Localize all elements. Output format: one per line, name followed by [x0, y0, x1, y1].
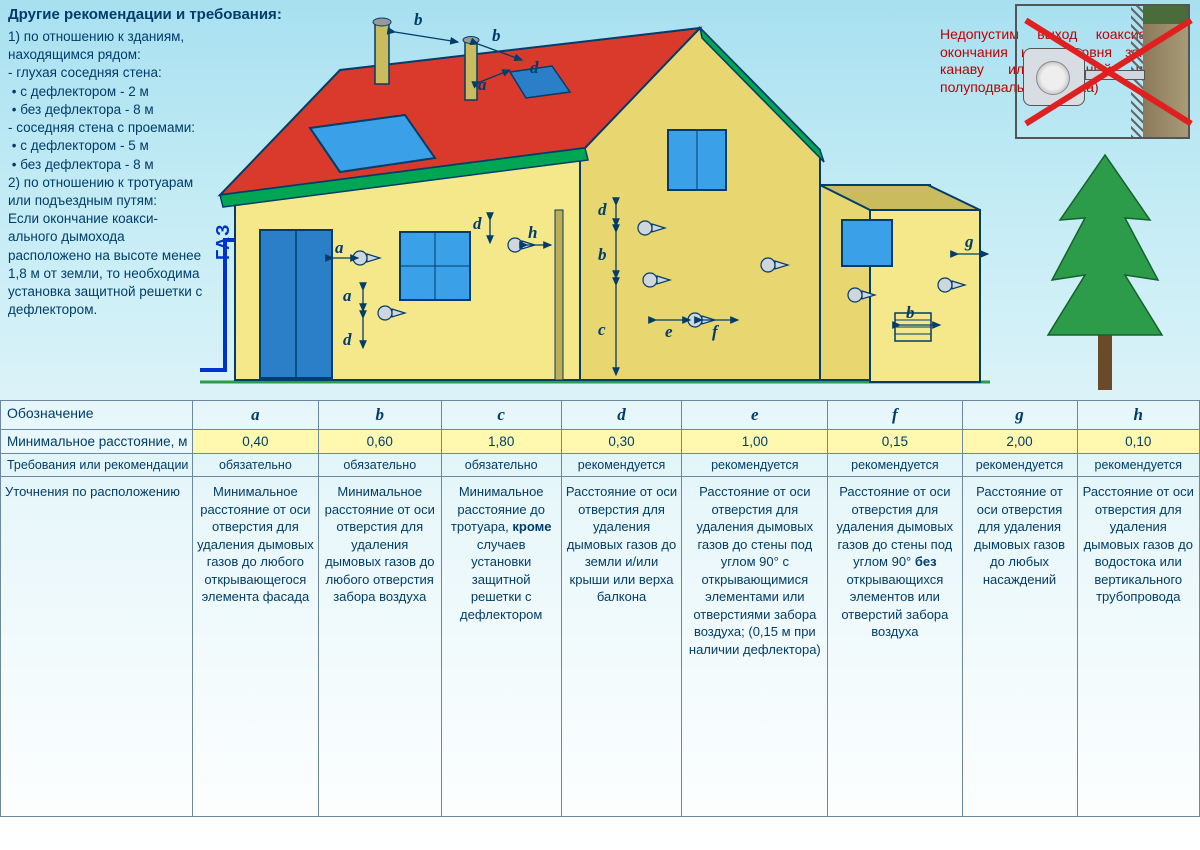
dim-d2: d — [473, 214, 482, 234]
row-clarification: Уточнения по расположению Минимальное ра… — [1, 477, 1200, 817]
dim-d4: d — [530, 58, 539, 78]
dim-c: c — [598, 320, 606, 340]
gas-label: ГАЗ — [213, 224, 234, 260]
dim-e: e — [665, 322, 673, 342]
dim-b2: b — [906, 303, 915, 323]
desc-f: Расстояние от оси отверстия для удаления… — [828, 477, 962, 817]
dim-b3: b — [414, 10, 423, 30]
dim-d3: d — [598, 200, 607, 220]
row-designation: Обозначение a b c d e f g h — [1, 401, 1200, 430]
house-diagram: ГАЗ a a d d h d b c e f b b b a d g — [200, 10, 990, 400]
dim-a2: a — [343, 286, 352, 306]
dim-d1: d — [343, 330, 352, 350]
dim-b4: b — [492, 26, 501, 46]
tree-icon — [1040, 150, 1170, 400]
row-min-distance: Минимальное расстояние, м 0,40 0,60 1,80… — [1, 430, 1200, 454]
desc-a: Минимальное расстояние от оси отверстия … — [193, 477, 319, 817]
desc-c: Минимальное расстояние до тротуа­ра, кро… — [441, 477, 561, 817]
desc-e: Расстояние от оси отверстия для удаления… — [682, 477, 828, 817]
dim-b1: b — [598, 245, 607, 265]
desc-d: Расстояние от оси отверстия для удаления… — [561, 477, 682, 817]
dim-a: a — [335, 238, 344, 258]
desc-g: Расстояние от оси отверстия для удаления… — [962, 477, 1077, 817]
desc-h: Расстояние от оси отверстия для удаления… — [1077, 477, 1199, 817]
dim-g: g — [965, 232, 974, 252]
warning-inset — [1015, 4, 1190, 139]
diagram-area: Другие рекомендации и требования: 1) по … — [0, 0, 1200, 400]
dim-h: h — [528, 223, 537, 243]
desc-b: Минимальное расстояние от оси отверстия … — [318, 477, 441, 817]
row-requirement: Требования или рекомендации обязательно … — [1, 454, 1200, 477]
dim-a3: a — [478, 75, 487, 95]
dim-f: f — [712, 322, 718, 342]
distance-table: Обозначение a b c d e f g h Минимальное … — [0, 400, 1200, 817]
recommendations-body: 1) по отношению к зданиям, находящимся р… — [8, 28, 203, 320]
